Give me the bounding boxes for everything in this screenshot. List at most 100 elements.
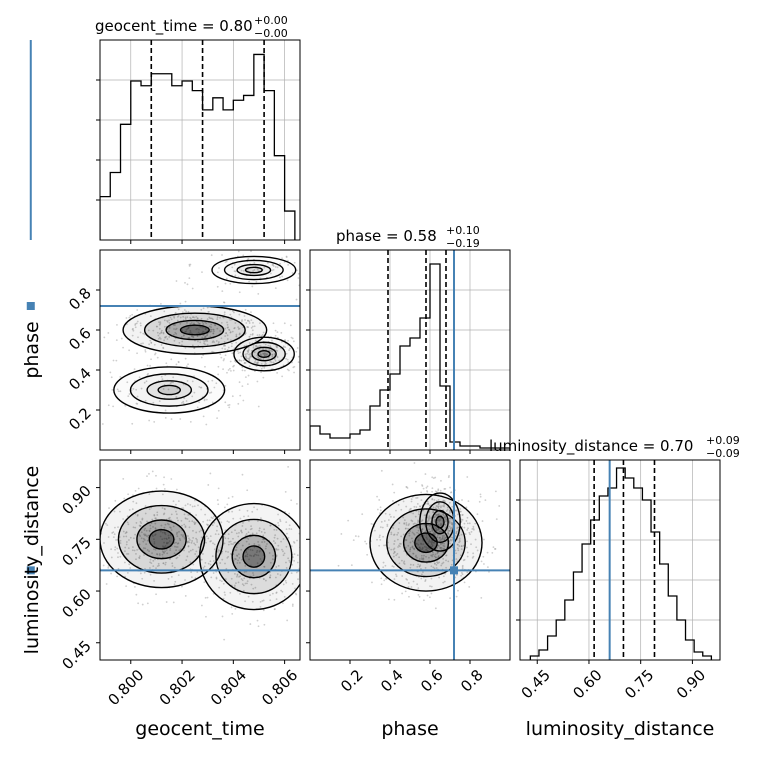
scatter-point bbox=[152, 559, 155, 562]
scatter-point bbox=[414, 515, 417, 518]
scatter-point bbox=[425, 555, 427, 558]
scatter-point bbox=[296, 269, 298, 272]
scatter-point bbox=[458, 537, 461, 540]
scatter-point bbox=[127, 553, 130, 555]
scatter-point bbox=[425, 546, 428, 549]
scatter-point bbox=[203, 565, 206, 568]
scatter-area bbox=[310, 460, 510, 660]
y-tick-label: 0.75 bbox=[58, 533, 94, 569]
scatter-point bbox=[180, 519, 183, 522]
scatter-point bbox=[398, 545, 401, 548]
scatter-point bbox=[152, 526, 154, 528]
scatter-point bbox=[386, 525, 389, 528]
scatter-point bbox=[227, 510, 230, 513]
scatter-point bbox=[247, 346, 250, 349]
scatter-point bbox=[397, 503, 400, 506]
scatter-point bbox=[127, 493, 130, 496]
scatter-point bbox=[226, 556, 229, 559]
scatter-point bbox=[238, 333, 241, 336]
panel-hist-geocent-frame bbox=[99, 39, 301, 241]
scatter-point bbox=[152, 535, 154, 538]
scatter-point bbox=[146, 602, 149, 605]
truth-marker bbox=[26, 566, 35, 575]
scatter-point bbox=[312, 588, 314, 590]
scatter-point bbox=[117, 567, 120, 570]
scatter-point bbox=[198, 328, 200, 331]
scatter-point bbox=[191, 395, 194, 398]
scatter-point bbox=[263, 623, 266, 626]
scatter-point bbox=[240, 355, 243, 358]
scatter-point bbox=[417, 594, 420, 596]
scatter-point bbox=[408, 595, 410, 598]
scatter-point bbox=[227, 537, 230, 540]
scatter-point bbox=[420, 499, 423, 502]
scatter-point bbox=[208, 310, 210, 313]
scatter-point bbox=[293, 559, 296, 562]
scatter-point bbox=[261, 538, 264, 541]
hist-bar bbox=[131, 81, 141, 240]
scatter-point bbox=[440, 479, 442, 482]
scatter-point bbox=[163, 531, 166, 534]
scatter-point bbox=[421, 558, 423, 561]
scatter-point bbox=[143, 571, 146, 574]
scatter-point bbox=[224, 550, 227, 553]
scatter-point bbox=[234, 608, 237, 610]
scatter-point bbox=[253, 543, 256, 545]
scatter-point bbox=[433, 533, 436, 535]
scatter-point bbox=[290, 336, 293, 339]
scatter-point bbox=[243, 369, 246, 372]
scatter-point bbox=[282, 583, 285, 586]
hist-bar bbox=[244, 95, 254, 240]
scatter-point bbox=[148, 472, 150, 475]
scatter-point bbox=[267, 344, 270, 347]
y-tick-labels: 0.20.40.60.80.450.600.750.90 bbox=[58, 284, 94, 673]
scatter-point bbox=[476, 513, 479, 516]
hist-bar bbox=[223, 110, 233, 240]
scatter-point bbox=[216, 271, 219, 274]
scatter-point bbox=[439, 516, 442, 519]
title-geocent-time: geocent_time = 0.80 bbox=[95, 17, 253, 36]
scatter-point bbox=[168, 523, 170, 526]
scatter-point bbox=[428, 504, 431, 507]
scatter-point bbox=[109, 371, 112, 374]
hist-bar bbox=[340, 438, 350, 450]
scatter-point bbox=[263, 528, 266, 531]
scatter-point bbox=[254, 553, 256, 556]
scatter-point bbox=[290, 545, 293, 548]
scatter-point bbox=[444, 523, 447, 526]
scatter-point bbox=[402, 562, 405, 564]
scatter-point bbox=[207, 380, 210, 383]
scatter-point bbox=[284, 579, 287, 582]
scatter-point bbox=[277, 564, 280, 567]
scatter-point bbox=[274, 534, 277, 537]
scatter-point bbox=[202, 330, 204, 333]
scatter-point bbox=[224, 354, 227, 357]
scatter-point bbox=[425, 486, 428, 489]
scatter-point bbox=[424, 579, 427, 581]
scatter-point bbox=[211, 555, 214, 558]
scatter-point bbox=[411, 540, 414, 543]
scatter-point bbox=[282, 550, 284, 553]
scatter-point bbox=[170, 513, 173, 516]
scatter-point bbox=[445, 554, 448, 557]
scatter-point bbox=[243, 345, 246, 347]
scatter-point bbox=[203, 581, 206, 584]
scatter-point bbox=[243, 577, 246, 580]
scatter-geocent-time-phase-panel bbox=[26, 249, 301, 454]
scatter-point bbox=[403, 560, 406, 563]
scatter-point bbox=[223, 313, 226, 316]
scatter-point bbox=[387, 519, 390, 521]
scatter-point bbox=[379, 506, 382, 509]
scatter-point bbox=[293, 261, 296, 264]
scatter-point bbox=[275, 591, 278, 594]
scatter-point bbox=[146, 475, 148, 478]
scatter-point bbox=[439, 489, 442, 492]
scatter-point bbox=[184, 504, 187, 507]
scatter-point bbox=[195, 316, 198, 318]
scatter-point bbox=[474, 522, 477, 525]
title-luminosity-distance: luminosity_distance = 0.70 bbox=[489, 437, 693, 456]
scatter-point bbox=[460, 545, 463, 548]
scatter-point bbox=[276, 549, 278, 551]
scatter-point bbox=[226, 321, 228, 324]
scatter-point bbox=[261, 560, 263, 563]
